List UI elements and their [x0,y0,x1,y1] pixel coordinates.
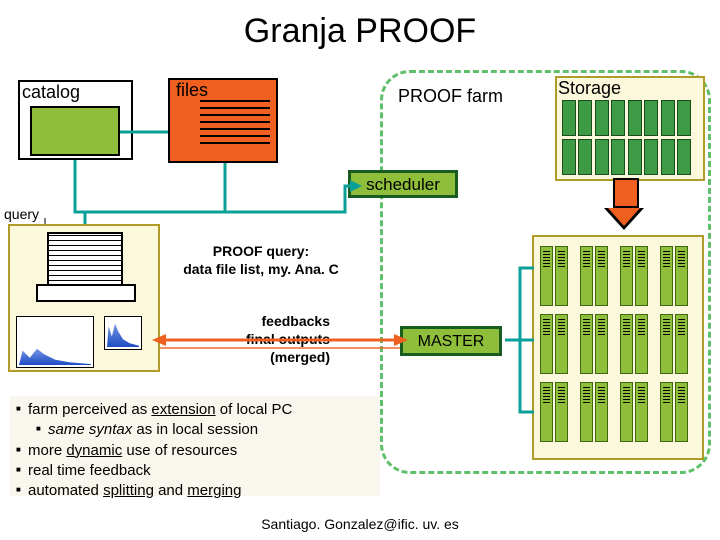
bullet-3: more dynamic use of resources [16,441,374,461]
catalog-inner [30,106,120,156]
b1-post: of local PC [216,401,293,418]
pq-line2: data file list, my. Ana. C [183,261,339,277]
fb-line2: final outputs [246,331,330,347]
laptop-icon [36,232,134,304]
feedback-text: feedbacks final outputs (merged) [200,312,330,367]
b5-pre: automated [28,482,103,499]
b5-mid: and [154,482,187,499]
storage-label: Storage [558,78,621,99]
fb-line3: (merged) [270,349,330,365]
mini-chart-2 [104,316,142,350]
bullet-4: real time feedback [16,461,374,481]
b3-post: use of resources [122,442,237,459]
bullets-panel: farm perceived as extension of local PC … [10,396,380,496]
files-label: files [176,80,208,101]
slave-grid [540,246,696,440]
proof-farm-label: PROOF farm [398,86,503,107]
fb-line1: feedbacks [262,313,330,329]
b2-post: as in local session [132,421,258,438]
b3-pre: more [28,442,66,459]
footer-email: Santiago. Gonzalez@ific. uv. es [261,516,459,532]
bullet-5: automated splitting and merging [16,481,374,501]
proof-query-text: PROOF query: data file list, my. Ana. C [176,242,346,278]
b1-u: extension [151,401,215,418]
storage-to-slaves-arrow [606,178,646,228]
b2-em: same syntax [48,421,132,438]
master-box: MASTER [400,326,502,356]
storage-grid [562,100,704,175]
bullet-2: same syntax as in local session [36,420,374,440]
page-title: Granja PROOF [244,12,476,51]
scheduler-box: scheduler [348,170,458,198]
b5-u2: merging [187,482,241,499]
bullet-1: farm perceived as extension of local PC [16,400,374,420]
query-label: query [4,206,39,222]
b1-pre: farm perceived as [28,401,151,418]
files-lines [200,100,270,149]
b5-u: splitting [103,482,154,499]
mini-chart-1 [16,316,94,368]
catalog-label: catalog [22,82,80,103]
pq-line1: PROOF query: [213,243,309,259]
b3-u: dynamic [66,442,122,459]
